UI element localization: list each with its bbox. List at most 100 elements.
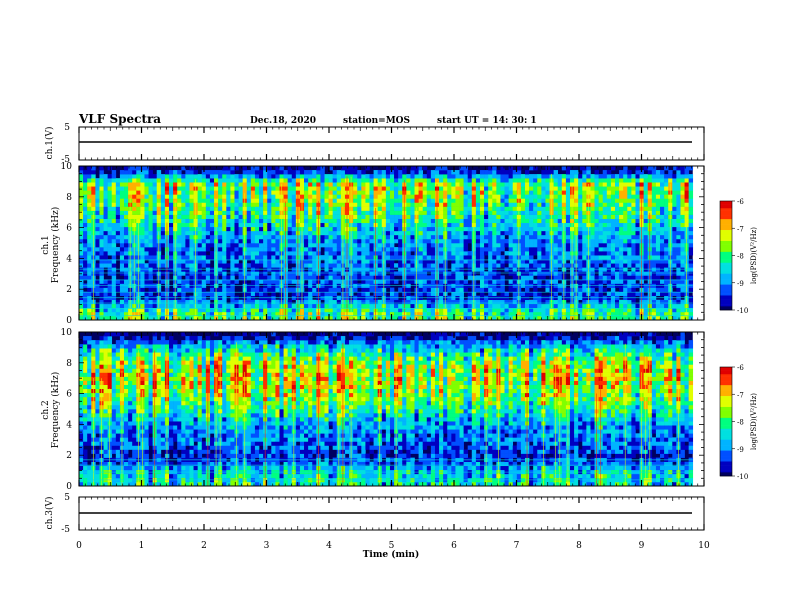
spectrogram-cell: [115, 251, 121, 256]
spectrogram-cell: [308, 198, 313, 203]
spectrogram-cell: [218, 263, 223, 268]
spectrogram-cell: [263, 202, 268, 207]
spectrogram-cell: [582, 202, 587, 207]
spectrogram-cell: [234, 202, 239, 207]
spectrogram-cell: [328, 271, 333, 276]
spectrogram-cell: [602, 226, 608, 232]
spectrogram-cell: [365, 166, 370, 171]
spectrogram-cell: [357, 307, 362, 313]
spectrogram-cell: [610, 263, 616, 268]
spectrogram-cell: [512, 315, 518, 321]
spectrogram-cell: [426, 178, 432, 183]
spectrogram-cell: [271, 202, 276, 207]
spectrogram-cell: [201, 226, 207, 232]
spectrogram-cell: [308, 275, 313, 280]
spectrogram-cell: [524, 206, 530, 211]
spectrogram-cell: [136, 198, 141, 203]
spectrogram-cell: [590, 299, 595, 305]
spectrogram-cell: [492, 206, 497, 211]
spectrogram-cell: [287, 206, 293, 211]
spectrogram-cell: [545, 299, 550, 305]
spectrogram-cell: [389, 226, 395, 232]
spectrogram-cell: [111, 259, 117, 264]
spectrogram-cell: [610, 311, 616, 317]
spectrogram-cell: [271, 222, 276, 228]
spectrogram-cell: [545, 206, 550, 211]
spectrogram-cell: [615, 299, 620, 305]
spectrogram-cell: [615, 174, 620, 179]
spectrogram-cell: [496, 251, 501, 256]
spectrogram-cell: [533, 202, 538, 207]
spectrogram-cell: [365, 251, 370, 256]
spectrogram-cell: [87, 190, 92, 195]
spectrogram-cell: [271, 238, 276, 244]
spectrogram-cell: [512, 194, 518, 199]
spectrogram-cell: [111, 174, 117, 179]
spectrogram-cell: [128, 194, 133, 199]
spectrogram-cell: [430, 214, 436, 219]
spectrogram-cell: [520, 291, 526, 296]
spectrogram-cell: [537, 230, 542, 236]
spectrogram-cell: [83, 206, 88, 211]
spectrogram-cell: [316, 186, 321, 191]
spectrogram-cell: [332, 222, 338, 228]
spectrogram-cell: [594, 234, 599, 240]
spectrogram-cell: [512, 222, 518, 228]
spectrogram-cell: [582, 230, 587, 236]
spectrogram-cell: [508, 263, 514, 268]
spectrogram-cell: [87, 222, 92, 228]
spectrogram-cell: [479, 174, 485, 179]
spectrogram-cell: [565, 206, 571, 211]
spectrogram-cell: [553, 194, 559, 199]
spectrogram-cell: [385, 190, 391, 195]
spectrogram-cell: [529, 263, 534, 268]
spectrogram-cell: [275, 218, 280, 224]
spectrogram-cell: [320, 202, 325, 207]
spectrogram-cell: [463, 259, 469, 264]
spectrogram-cell: [389, 182, 395, 187]
spectrogram-cell: [140, 275, 145, 280]
spectrogram-cell: [197, 202, 203, 207]
spectrogram-cell: [275, 275, 280, 280]
spectrogram-cell: [226, 251, 231, 256]
spectrogram-cell: [259, 279, 264, 284]
spectrogram-cell: [87, 166, 92, 171]
spectrogram-cell: [615, 303, 620, 309]
spectrogram-cell: [169, 182, 174, 187]
spectrogram-cell: [357, 230, 362, 236]
spectrogram-cell: [234, 226, 239, 232]
spectrogram-cell: [602, 194, 608, 199]
spectrogram-cell: [377, 186, 383, 191]
spectrogram-cell: [389, 190, 395, 195]
spectrogram-cell: [459, 251, 464, 256]
spectrogram-cell: [361, 259, 366, 264]
spectrogram-cell: [328, 255, 333, 260]
spectrogram-cell: [287, 287, 293, 292]
spectrogram-cell: [328, 291, 333, 296]
spectrogram-cell: [361, 214, 366, 219]
spectrogram-cell: [214, 190, 219, 195]
spectrogram-cell: [189, 230, 194, 236]
spectrogram-cell: [496, 202, 501, 207]
spectrogram-cell: [152, 255, 158, 260]
spectrogram-cell: [377, 299, 383, 305]
spectrogram-cell: [553, 255, 559, 260]
spectrogram-cell: [484, 299, 489, 305]
spectrogram-cell: [189, 210, 194, 215]
spectrogram-cell: [484, 174, 489, 179]
spectrogram-cell: [205, 307, 211, 313]
spectrogram-cell: [205, 182, 211, 187]
spectrogram-cell: [377, 182, 383, 187]
spectrogram-cell: [357, 186, 362, 191]
spectrogram-cell: [99, 247, 104, 252]
spectrogram-cell: [189, 202, 194, 207]
spectrogram-cell: [169, 226, 174, 232]
spectrogram-cell: [602, 271, 608, 276]
spectrogram-cell: [606, 315, 612, 321]
spectrogram-cell: [222, 251, 227, 256]
spectrogram-cell: [308, 299, 313, 305]
spectrogram-cell: [254, 259, 260, 264]
spectrogram-cell: [553, 311, 559, 317]
spectrogram-cell: [479, 263, 485, 268]
spectrogram-cell: [426, 275, 432, 280]
